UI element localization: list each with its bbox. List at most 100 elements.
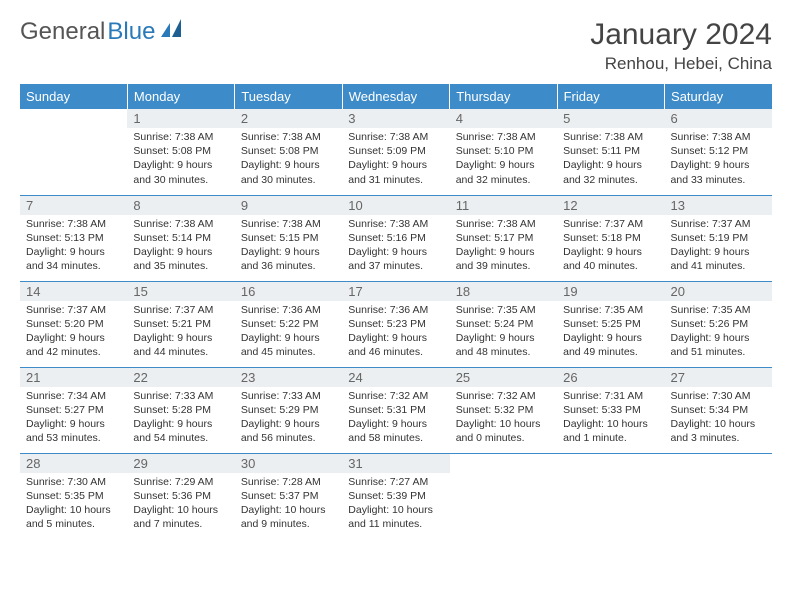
day-number: 24 (342, 368, 449, 387)
calendar-cell: 8Sunrise: 7:38 AMSunset: 5:14 PMDaylight… (127, 195, 234, 281)
day-details: Sunrise: 7:38 AMSunset: 5:13 PMDaylight:… (20, 215, 127, 278)
calendar-cell: .. (665, 453, 772, 539)
calendar-body: ..1Sunrise: 7:38 AMSunset: 5:08 PMDaylig… (20, 109, 772, 539)
day-details: Sunrise: 7:35 AMSunset: 5:24 PMDaylight:… (450, 301, 557, 364)
title-block: January 2024 Renhou, Hebei, China (590, 18, 772, 74)
weekday-header: Monday (127, 84, 234, 109)
calendar-cell: 12Sunrise: 7:37 AMSunset: 5:18 PMDayligh… (557, 195, 664, 281)
calendar-cell: 29Sunrise: 7:29 AMSunset: 5:36 PMDayligh… (127, 453, 234, 539)
weekday-header: Tuesday (235, 84, 342, 109)
month-title: January 2024 (590, 18, 772, 52)
day-details: Sunrise: 7:38 AMSunset: 5:16 PMDaylight:… (342, 215, 449, 278)
day-number: 4 (450, 109, 557, 128)
day-details: Sunrise: 7:37 AMSunset: 5:20 PMDaylight:… (20, 301, 127, 364)
calendar-cell: 22Sunrise: 7:33 AMSunset: 5:28 PMDayligh… (127, 367, 234, 453)
calendar-cell: 21Sunrise: 7:34 AMSunset: 5:27 PMDayligh… (20, 367, 127, 453)
day-number: 18 (450, 282, 557, 301)
weekday-header-row: SundayMondayTuesdayWednesdayThursdayFrid… (20, 84, 772, 109)
day-number: 10 (342, 196, 449, 215)
calendar-cell: 17Sunrise: 7:36 AMSunset: 5:23 PMDayligh… (342, 281, 449, 367)
day-details: Sunrise: 7:38 AMSunset: 5:14 PMDaylight:… (127, 215, 234, 278)
calendar-cell: 28Sunrise: 7:30 AMSunset: 5:35 PMDayligh… (20, 453, 127, 539)
weekday-header: Thursday (450, 84, 557, 109)
calendar-cell: 25Sunrise: 7:32 AMSunset: 5:32 PMDayligh… (450, 367, 557, 453)
day-number: 19 (557, 282, 664, 301)
calendar-table: SundayMondayTuesdayWednesdayThursdayFrid… (20, 84, 772, 539)
calendar-cell: 11Sunrise: 7:38 AMSunset: 5:17 PMDayligh… (450, 195, 557, 281)
day-number: 21 (20, 368, 127, 387)
day-details: Sunrise: 7:38 AMSunset: 5:11 PMDaylight:… (557, 128, 664, 191)
calendar-cell: 23Sunrise: 7:33 AMSunset: 5:29 PMDayligh… (235, 367, 342, 453)
calendar-cell: 7Sunrise: 7:38 AMSunset: 5:13 PMDaylight… (20, 195, 127, 281)
day-number: 15 (127, 282, 234, 301)
day-details: Sunrise: 7:35 AMSunset: 5:25 PMDaylight:… (557, 301, 664, 364)
day-details: Sunrise: 7:36 AMSunset: 5:23 PMDaylight:… (342, 301, 449, 364)
calendar-cell: 3Sunrise: 7:38 AMSunset: 5:09 PMDaylight… (342, 109, 449, 195)
calendar-cell: 15Sunrise: 7:37 AMSunset: 5:21 PMDayligh… (127, 281, 234, 367)
weekday-header: Friday (557, 84, 664, 109)
day-details: Sunrise: 7:28 AMSunset: 5:37 PMDaylight:… (235, 473, 342, 536)
calendar-cell: 30Sunrise: 7:28 AMSunset: 5:37 PMDayligh… (235, 453, 342, 539)
day-details: Sunrise: 7:33 AMSunset: 5:29 PMDaylight:… (235, 387, 342, 450)
day-number: 1 (127, 109, 234, 128)
calendar-row: 21Sunrise: 7:34 AMSunset: 5:27 PMDayligh… (20, 367, 772, 453)
calendar-cell: 13Sunrise: 7:37 AMSunset: 5:19 PMDayligh… (665, 195, 772, 281)
calendar-cell: 14Sunrise: 7:37 AMSunset: 5:20 PMDayligh… (20, 281, 127, 367)
day-number: 9 (235, 196, 342, 215)
day-details: Sunrise: 7:33 AMSunset: 5:28 PMDaylight:… (127, 387, 234, 450)
calendar-cell: 1Sunrise: 7:38 AMSunset: 5:08 PMDaylight… (127, 109, 234, 195)
logo-text-blue: Blue (107, 18, 155, 46)
weekday-header: Wednesday (342, 84, 449, 109)
day-details: Sunrise: 7:37 AMSunset: 5:21 PMDaylight:… (127, 301, 234, 364)
calendar-cell: 10Sunrise: 7:38 AMSunset: 5:16 PMDayligh… (342, 195, 449, 281)
location-label: Renhou, Hebei, China (590, 54, 772, 74)
calendar-row: 28Sunrise: 7:30 AMSunset: 5:35 PMDayligh… (20, 453, 772, 539)
day-number: 30 (235, 454, 342, 473)
day-details: Sunrise: 7:38 AMSunset: 5:12 PMDaylight:… (665, 128, 772, 191)
day-number: 26 (557, 368, 664, 387)
day-number: 31 (342, 454, 449, 473)
day-number: 6 (665, 109, 772, 128)
calendar-cell: 18Sunrise: 7:35 AMSunset: 5:24 PMDayligh… (450, 281, 557, 367)
day-details: Sunrise: 7:37 AMSunset: 5:18 PMDaylight:… (557, 215, 664, 278)
calendar-cell: .. (20, 109, 127, 195)
calendar-cell: 20Sunrise: 7:35 AMSunset: 5:26 PMDayligh… (665, 281, 772, 367)
day-details: Sunrise: 7:38 AMSunset: 5:09 PMDaylight:… (342, 128, 449, 191)
day-details: Sunrise: 7:38 AMSunset: 5:08 PMDaylight:… (127, 128, 234, 191)
day-number: 17 (342, 282, 449, 301)
day-details: Sunrise: 7:30 AMSunset: 5:35 PMDaylight:… (20, 473, 127, 536)
day-number: 14 (20, 282, 127, 301)
day-number: 28 (20, 454, 127, 473)
calendar-cell: 19Sunrise: 7:35 AMSunset: 5:25 PMDayligh… (557, 281, 664, 367)
day-details: Sunrise: 7:38 AMSunset: 5:15 PMDaylight:… (235, 215, 342, 278)
calendar-cell: 6Sunrise: 7:38 AMSunset: 5:12 PMDaylight… (665, 109, 772, 195)
day-details: Sunrise: 7:30 AMSunset: 5:34 PMDaylight:… (665, 387, 772, 450)
weekday-header: Saturday (665, 84, 772, 109)
calendar-row: 14Sunrise: 7:37 AMSunset: 5:20 PMDayligh… (20, 281, 772, 367)
day-number: 8 (127, 196, 234, 215)
day-number: 29 (127, 454, 234, 473)
calendar-page: GeneralBlue January 2024 Renhou, Hebei, … (0, 0, 792, 549)
calendar-row: ..1Sunrise: 7:38 AMSunset: 5:08 PMDaylig… (20, 109, 772, 195)
day-details: Sunrise: 7:36 AMSunset: 5:22 PMDaylight:… (235, 301, 342, 364)
day-details: Sunrise: 7:38 AMSunset: 5:08 PMDaylight:… (235, 128, 342, 191)
day-number: 3 (342, 109, 449, 128)
day-details: Sunrise: 7:34 AMSunset: 5:27 PMDaylight:… (20, 387, 127, 450)
day-number: 13 (665, 196, 772, 215)
calendar-cell: 24Sunrise: 7:32 AMSunset: 5:31 PMDayligh… (342, 367, 449, 453)
page-header: GeneralBlue January 2024 Renhou, Hebei, … (20, 18, 772, 74)
day-details: Sunrise: 7:38 AMSunset: 5:17 PMDaylight:… (450, 215, 557, 278)
day-number: 2 (235, 109, 342, 128)
day-number: 16 (235, 282, 342, 301)
day-number: 22 (127, 368, 234, 387)
day-number: 25 (450, 368, 557, 387)
logo: GeneralBlue (20, 18, 187, 46)
calendar-cell: 27Sunrise: 7:30 AMSunset: 5:34 PMDayligh… (665, 367, 772, 453)
day-number: 5 (557, 109, 664, 128)
calendar-cell: .. (450, 453, 557, 539)
day-number: 20 (665, 282, 772, 301)
day-number: 12 (557, 196, 664, 215)
day-details: Sunrise: 7:38 AMSunset: 5:10 PMDaylight:… (450, 128, 557, 191)
day-number: 23 (235, 368, 342, 387)
day-details: Sunrise: 7:29 AMSunset: 5:36 PMDaylight:… (127, 473, 234, 536)
